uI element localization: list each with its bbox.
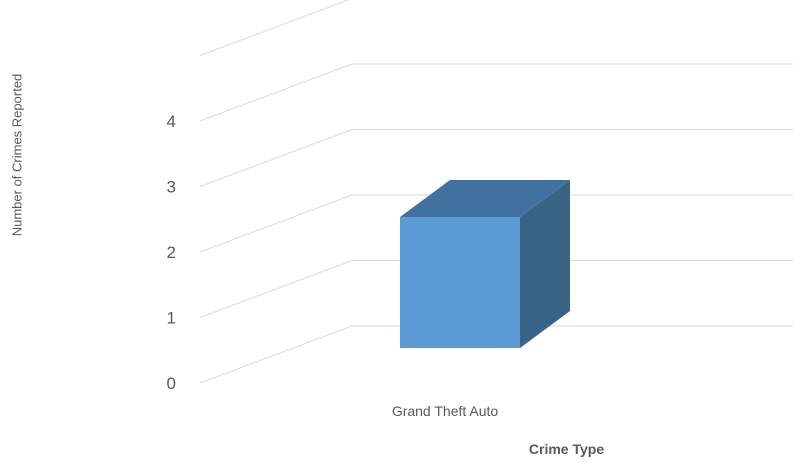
gridline-side (199, 194, 353, 253)
bar-top-face (400, 180, 570, 217)
y-tick-label: 0 (167, 374, 176, 393)
x-axis-title-container: Crime Type (0, 441, 793, 457)
y-tick-label: 1 (167, 309, 176, 328)
y-axis-title: Number of Crimes Reported (9, 73, 25, 237)
x-tick-label: Grand Theft Auto (392, 403, 499, 419)
gridline-side (199, 0, 350, 56)
gridline-side (199, 325, 353, 384)
x-axis-title: Crime Type (528, 441, 605, 457)
y-axis-title-container: Number of Crimes Reported (0, 0, 34, 463)
bar-side-face (520, 180, 570, 348)
y-tick-label: 4 (167, 112, 176, 131)
y-tick-label: 3 (167, 178, 176, 197)
gridline-side (199, 63, 353, 122)
gridline-side (199, 129, 353, 187)
y-tick-label: 2 (167, 243, 176, 262)
bar (400, 217, 520, 348)
gridline-side (199, 260, 353, 318)
